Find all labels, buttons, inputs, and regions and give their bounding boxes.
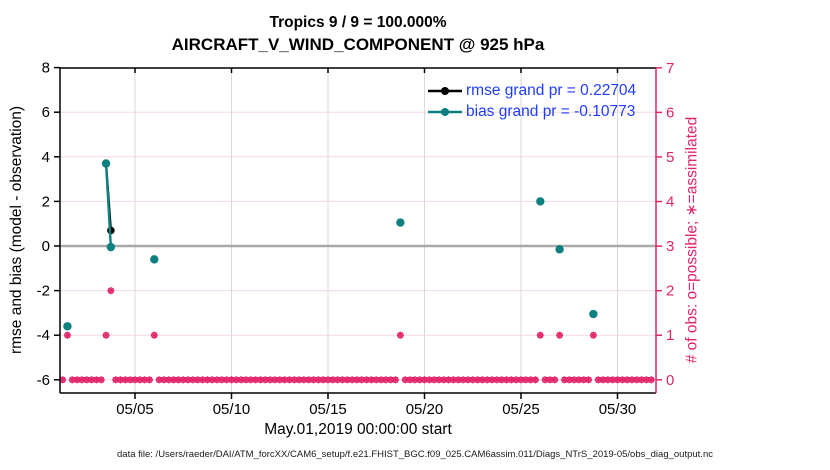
- right-tick-label: 6: [666, 104, 674, 121]
- obs-count-marker: [107, 287, 115, 295]
- obs-count-marker: [295, 376, 303, 384]
- x-tick-label: 05/05: [116, 401, 154, 418]
- left-tick-label: -4: [37, 327, 50, 344]
- left-tick-label: 4: [42, 149, 50, 166]
- x-tick-label: 05/10: [213, 401, 251, 418]
- obs-count-marker: [449, 376, 457, 384]
- right-tick-label: 0: [666, 372, 674, 389]
- bias-point: [536, 197, 545, 206]
- obs-count-marker: [199, 376, 207, 384]
- obs-count-marker: [63, 331, 71, 339]
- obs-count-marker: [512, 376, 520, 384]
- left-tick-label: 2: [42, 193, 50, 210]
- left-tick-label: -6: [37, 372, 50, 389]
- obs-count-marker: [165, 376, 173, 384]
- legend-line-sample: [428, 86, 462, 95]
- obs-count-marker: [594, 376, 602, 384]
- obs-count-marker: [469, 376, 477, 384]
- legend: rmse grand pr = 0.22704 bias grand pr = -…: [427, 80, 636, 122]
- obs-count-marker: [416, 376, 424, 384]
- right-tick-label: 5: [666, 149, 674, 166]
- right-tick-label: 3: [666, 238, 674, 255]
- obs-count-marker: [112, 376, 120, 384]
- obs-count-marker: [88, 376, 96, 384]
- x-tick-label: 05/30: [599, 401, 637, 418]
- left-tick-label: -2: [37, 283, 50, 300]
- obs-count-marker: [580, 376, 588, 384]
- bias-point: [589, 309, 598, 319]
- obs-count-marker: [396, 331, 404, 339]
- obs-count-marker: [271, 376, 279, 384]
- obs-count-marker: [382, 376, 390, 384]
- chart-title: Tropics 9 / 9 = 100.000% AIRCRAFT_V_WIND…: [60, 13, 656, 56]
- x-axis-label: May.01,2019 00:00:00 start: [264, 421, 452, 438]
- left-tick-label: 0: [42, 238, 50, 255]
- bias-point: [555, 245, 564, 254]
- obs-count-marker: [179, 376, 187, 384]
- obs-count-marker: [589, 331, 597, 339]
- legend-entry-bias: bias grand pr = -0.10773: [427, 101, 636, 122]
- bias-point: [63, 322, 72, 331]
- bias-point: [106, 242, 116, 252]
- obs-count-marker: [150, 331, 158, 339]
- bias-point: [101, 159, 111, 168]
- obs-count-marker: [324, 376, 332, 384]
- obs-count-marker: [585, 376, 593, 384]
- right-tick-label: 2: [666, 283, 674, 300]
- legend-label: bias grand pr = -0.10773: [466, 102, 636, 120]
- x-tick-label: 05/25: [502, 401, 540, 418]
- chart-title-line2: AIRCRAFT_V_WIND_COMPONENT @ 925 hPa: [171, 35, 545, 54]
- left-y-axis-label: rmse and bias (model - observation): [8, 105, 25, 355]
- obs-count-marker: [488, 376, 496, 384]
- legend-label: rmse grand pr = 0.22704: [466, 81, 637, 99]
- right-tick-label: 7: [666, 60, 674, 77]
- data-file-caption: data file: /Users/raeder/DAI/ATM_forcXX/…: [117, 449, 713, 460]
- bias-line: [104, 163, 113, 248]
- obs-count-marker: [536, 331, 544, 339]
- obs-count-marker: [145, 376, 153, 384]
- obs-count-marker: [454, 376, 462, 384]
- right-y-axis-label: # of obs: o=possible; ∗=assimilated: [683, 116, 701, 364]
- legend-entry-rmse: rmse grand pr = 0.22704: [427, 80, 636, 101]
- obs-count-marker: [517, 376, 525, 384]
- right-tick-label: 4: [666, 194, 674, 211]
- obs-count-marker: [556, 331, 564, 339]
- obs-count-marker: [194, 376, 202, 384]
- left-tick-label: 8: [42, 60, 50, 77]
- obs-count-marker: [551, 376, 559, 384]
- x-tick-label: 05/15: [309, 401, 347, 418]
- obs-count-marker: [121, 376, 129, 384]
- obs-count-marker: [604, 376, 612, 384]
- obs-count-marker: [310, 376, 318, 384]
- obs-count-marker: [392, 376, 400, 384]
- left-tick-label: 6: [42, 104, 50, 121]
- bias-point: [396, 218, 405, 227]
- right-tick-label: 1: [666, 327, 674, 344]
- bias-point: [150, 255, 159, 264]
- legend-line-sample: [428, 107, 462, 116]
- obs-count-marker: [406, 376, 414, 384]
- obs-count-marker: [102, 331, 110, 339]
- x-tick-label: 05/20: [406, 401, 444, 418]
- obs-count-marker: [531, 376, 539, 384]
- obs-count-marker: [126, 376, 134, 384]
- obs-count-marker: [218, 376, 226, 384]
- chart-title-line1: Tropics 9 / 9 = 100.000%: [269, 14, 447, 31]
- obs-count-marker: [498, 376, 506, 384]
- obs-count-marker: [348, 376, 356, 384]
- obs-count-marker: [647, 376, 655, 384]
- obs-count-marker: [97, 376, 105, 384]
- obs-count-marker: [372, 376, 380, 384]
